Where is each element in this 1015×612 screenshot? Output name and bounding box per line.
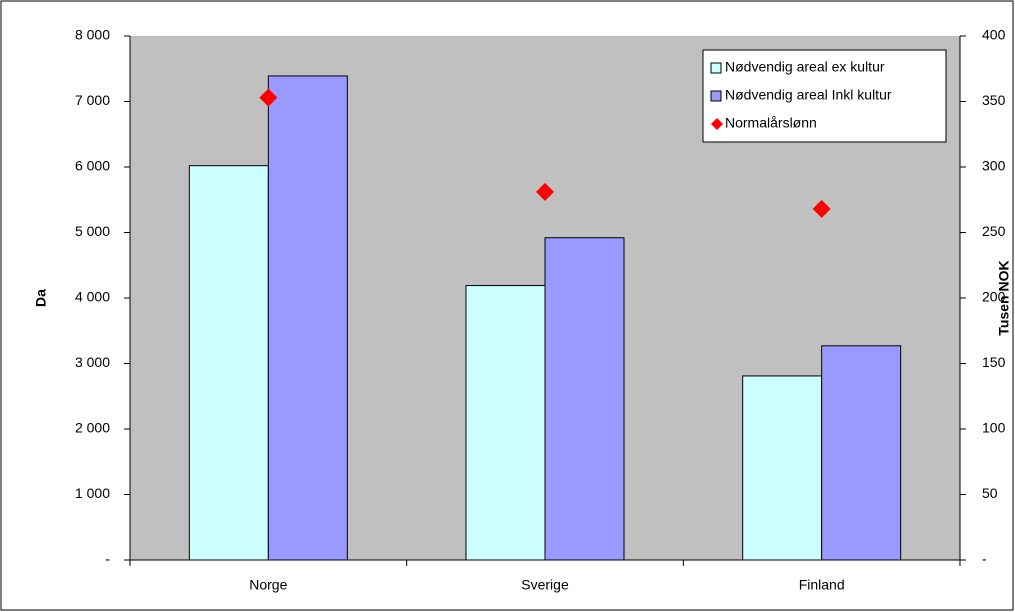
bar [267, 75, 348, 561]
point [812, 199, 831, 218]
y-tick-label: 7 000 [75, 92, 110, 108]
y-tick-label: 2 000 [75, 420, 110, 436]
y-tick-label: 1 000 [75, 485, 110, 501]
y-tick-label: 8 000 [75, 27, 110, 43]
y2-axis-title: Tusen NOK [996, 260, 1012, 335]
point [259, 88, 278, 107]
legend-label: Nødvendig areal ex kultur [725, 59, 885, 75]
y-tick-label: 3 000 [75, 354, 110, 370]
bar [742, 375, 823, 561]
bar [465, 285, 546, 561]
y2-tick-label: 200 [982, 289, 1006, 305]
y2-tick-label: 150 [982, 354, 1006, 370]
x-tick-label: Sverige [521, 577, 569, 593]
bar [544, 237, 625, 561]
bar [188, 165, 269, 561]
y2-tick-label: 350 [982, 92, 1006, 108]
y-tick-label: 4 000 [75, 289, 110, 305]
y-tick-label: 6 000 [75, 158, 110, 174]
legend-swatch [710, 62, 722, 74]
y-tick-label: 5 000 [75, 223, 110, 239]
y-tick-label: - [105, 551, 110, 567]
legend-swatch [710, 90, 722, 102]
legend-label: Nødvendig areal Inkl kultur [725, 87, 892, 103]
point [536, 182, 554, 201]
y2-tick-label: 250 [982, 223, 1006, 239]
legend-swatch [711, 118, 723, 130]
y2-tick-label: 100 [982, 420, 1006, 436]
y2-tick-label: 300 [982, 158, 1006, 174]
y-axis-title: Da [33, 289, 49, 307]
y2-tick-label: - [982, 551, 987, 567]
y2-tick-label: 50 [982, 485, 998, 501]
legend [702, 49, 947, 143]
legend-label: Normalårslønn [725, 115, 817, 131]
x-tick-label: Finland [799, 577, 845, 593]
x-tick-label: Norge [249, 577, 287, 593]
y2-tick-label: 400 [982, 27, 1006, 43]
bar [821, 345, 902, 561]
